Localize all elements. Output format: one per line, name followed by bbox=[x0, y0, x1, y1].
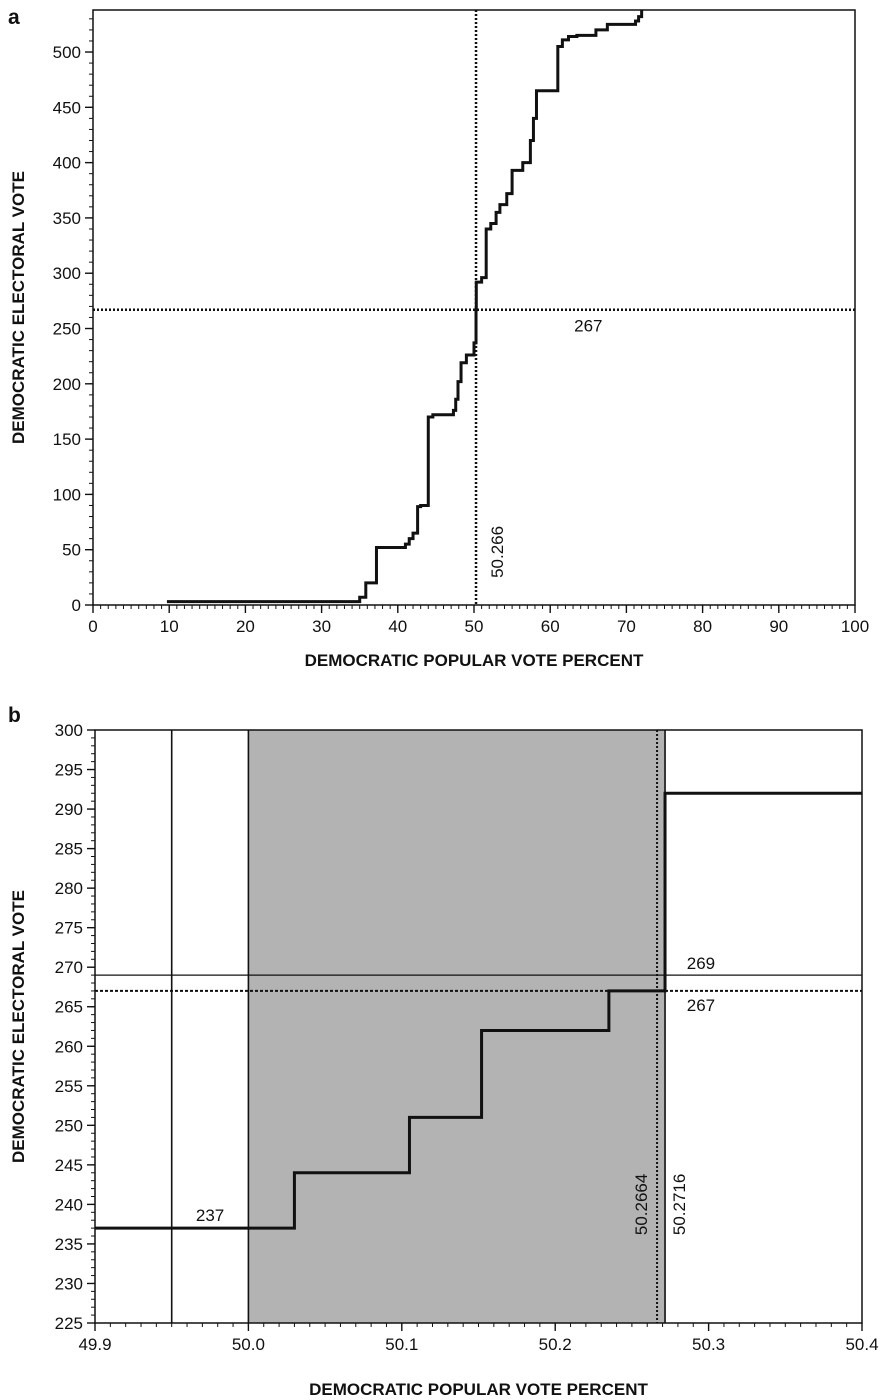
chart-panel-b: 49.9 50.0 50.1 50.2 50.3 50.4 225 230 235 240 245 2… bbox=[8, 704, 879, 1399]
y-tick-label: 225 bbox=[55, 1314, 83, 1333]
y-tick-label: 275 bbox=[55, 919, 83, 938]
x-axis-title: DEMOCRATIC POPULAR VOTE PERCENT bbox=[309, 1380, 648, 1399]
x-axis-title: DEMOCRATIC POPULAR VOTE PERCENT bbox=[305, 651, 644, 670]
y-tick-label: 230 bbox=[55, 1274, 83, 1293]
y-tick-label: 245 bbox=[55, 1156, 83, 1175]
y-tick-label: 285 bbox=[55, 840, 83, 859]
x-tick-label: 20 bbox=[236, 617, 255, 636]
x-tick-label: 80 bbox=[693, 617, 712, 636]
x-tick-label: 70 bbox=[617, 617, 636, 636]
y-tick-label: 500 bbox=[53, 43, 81, 62]
y-tick-label: 260 bbox=[55, 1037, 83, 1056]
panel-letter: a bbox=[8, 6, 20, 29]
x-tick-label: 30 bbox=[312, 617, 331, 636]
x-tick-label: 60 bbox=[541, 617, 560, 636]
y-tick-label: 150 bbox=[53, 430, 81, 449]
annotation-label: 267 bbox=[574, 317, 602, 336]
annotation-label: 237 bbox=[196, 1206, 224, 1225]
x-tick-label: 50.0 bbox=[232, 1335, 265, 1354]
y-tick-label: 265 bbox=[55, 998, 83, 1017]
x-tick-label: 49.9 bbox=[78, 1335, 111, 1354]
x-tick-label: 40 bbox=[388, 617, 407, 636]
x-tick-label: 50.4 bbox=[845, 1335, 878, 1354]
x-tick-label: 0 bbox=[88, 617, 97, 636]
y-tick-label: 300 bbox=[55, 721, 83, 740]
y-tick-label: 295 bbox=[55, 761, 83, 780]
y-tick-label: 300 bbox=[53, 264, 81, 283]
plot-frame bbox=[92, 9, 856, 606]
annotation-label: 50.266 bbox=[488, 526, 507, 578]
annotation-label: 269 bbox=[687, 954, 715, 973]
y-tick-label: 290 bbox=[55, 800, 83, 819]
step-series-line bbox=[95, 791, 862, 1230]
panel-letter: b bbox=[8, 704, 21, 727]
y-axis-title: DEMOCRATIC ELECTORAL VOTE bbox=[9, 171, 28, 444]
y-tick-label: 200 bbox=[53, 375, 81, 394]
x-tick-label: 90 bbox=[769, 617, 788, 636]
shaded-region bbox=[248, 730, 666, 1323]
y-tick-label: 350 bbox=[53, 209, 81, 228]
y-tick-label: 400 bbox=[53, 154, 81, 173]
y-axis-title: DEMOCRATIC ELECTORAL VOTE bbox=[9, 890, 28, 1163]
x-tick-label: 100 bbox=[841, 617, 869, 636]
y-tick-label: 255 bbox=[55, 1077, 83, 1096]
x-tick-label: 50.3 bbox=[692, 1335, 725, 1354]
y-tick-label: 240 bbox=[55, 1195, 83, 1214]
y-tick-label: 270 bbox=[55, 958, 83, 977]
step-series-line bbox=[166, 10, 644, 604]
y-tick-label: 250 bbox=[53, 320, 81, 339]
y-tick-label: 0 bbox=[72, 596, 81, 615]
y-tick-label: 50 bbox=[62, 541, 81, 560]
x-tick-label: 50.1 bbox=[385, 1335, 418, 1354]
chart-panel-a: 0 10 20 30 40 50 60 70 80 90 100 0 50 100 150 200 250 300… bbox=[8, 6, 869, 670]
y-tick-label: 450 bbox=[53, 98, 81, 117]
y-tick-label: 100 bbox=[53, 485, 81, 504]
annotation-label: 50.2716 bbox=[670, 1174, 689, 1235]
y-tick-label: 250 bbox=[55, 1116, 83, 1135]
y-tick-label: 235 bbox=[55, 1235, 83, 1254]
y-tick-label: 280 bbox=[55, 879, 83, 898]
annotation-label: 50.2664 bbox=[632, 1174, 651, 1235]
annotation-label: 267 bbox=[687, 996, 715, 1015]
x-tick-label: 50 bbox=[465, 617, 484, 636]
x-tick-label: 10 bbox=[160, 617, 179, 636]
x-tick-label: 50.2 bbox=[539, 1335, 572, 1354]
